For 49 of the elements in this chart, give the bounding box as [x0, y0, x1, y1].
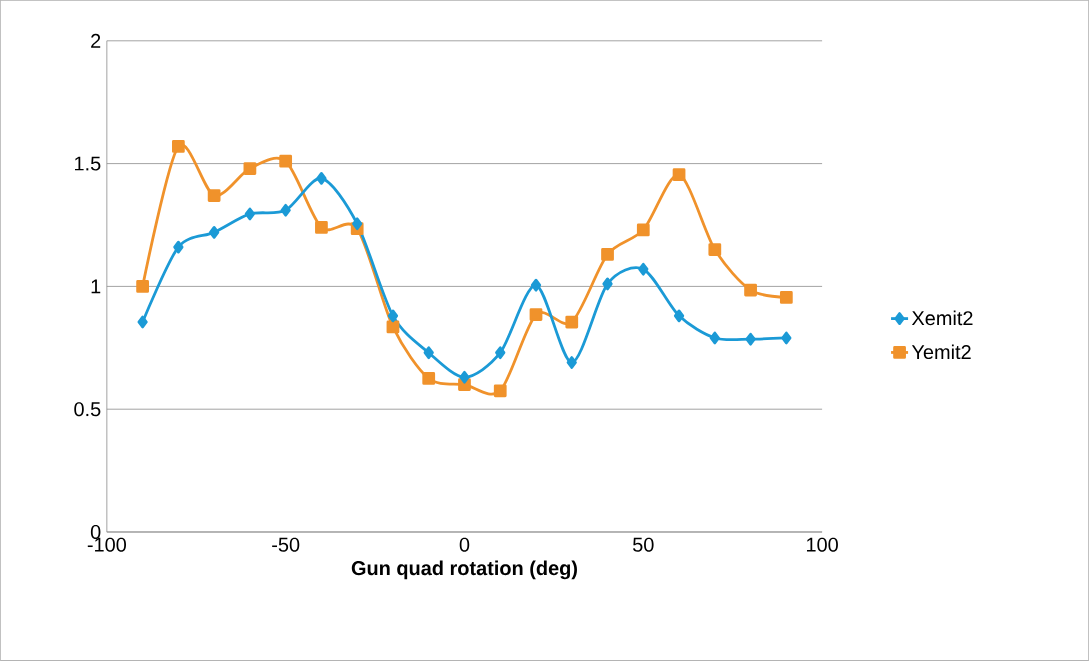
point [280, 203, 291, 217]
y-tick-label: 1.5 [75, 156, 101, 171]
point [423, 346, 434, 360]
point [709, 331, 720, 345]
y-tick-label: 0 [90, 525, 101, 540]
point [781, 331, 792, 345]
point [459, 370, 470, 384]
point [137, 315, 148, 329]
point [530, 278, 542, 292]
point [673, 309, 685, 323]
x-tick-label: 100 [806, 537, 838, 552]
point [601, 248, 614, 261]
point [207, 189, 221, 202]
point [386, 320, 400, 334]
point [779, 291, 793, 304]
point [171, 140, 185, 153]
x-tick-label: -50 [272, 537, 300, 552]
point [244, 207, 256, 221]
y-tick-label: 2 [91, 33, 101, 48]
point [173, 240, 184, 254]
point [636, 223, 650, 237]
point [672, 168, 686, 182]
point [243, 162, 257, 175]
legend-label: Yemit2 [911, 344, 971, 360]
y-tick-label: 0.5 [74, 402, 101, 417]
point [493, 384, 507, 398]
point [708, 243, 722, 257]
point [565, 315, 579, 329]
x-tick-label: 50 [633, 537, 654, 552]
point [315, 221, 328, 234]
point [279, 154, 293, 168]
point [602, 277, 613, 291]
x-tick-label: -100 [87, 537, 126, 552]
x-tick-label: 0 [459, 537, 470, 552]
point [209, 226, 220, 239]
point [352, 217, 363, 231]
point [316, 172, 327, 185]
point [744, 283, 757, 297]
x-axis-title: Gun quad rotation (deg) [351, 560, 577, 580]
point [529, 308, 543, 322]
y-tick-label: 1 [91, 279, 101, 294]
legend-label: Xemit2 [911, 310, 973, 326]
point [136, 280, 149, 293]
point [495, 346, 506, 360]
point [566, 356, 577, 369]
point [745, 332, 756, 346]
point [387, 309, 399, 323]
point [638, 262, 649, 276]
point [422, 372, 436, 385]
